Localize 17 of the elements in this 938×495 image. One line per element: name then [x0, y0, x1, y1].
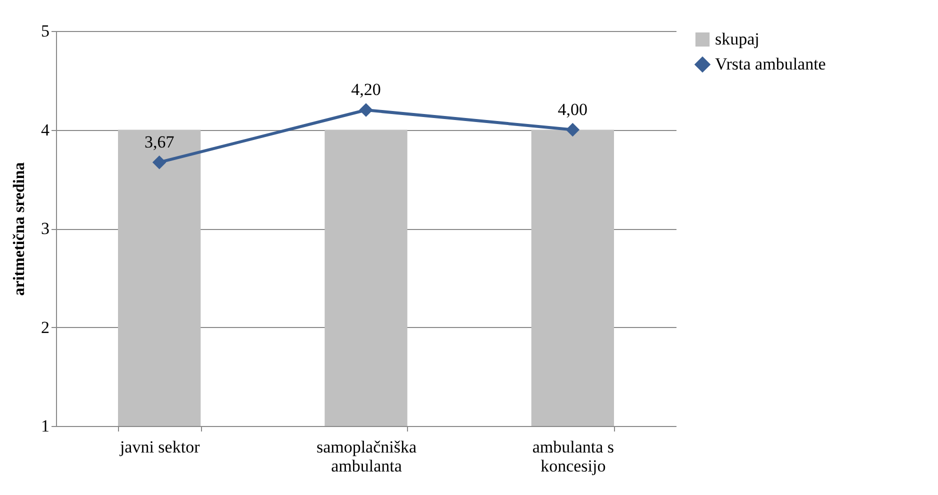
y-tick-label: 1 — [41, 416, 50, 436]
data-label: 4,00 — [558, 100, 588, 119]
point — [152, 156, 166, 169]
x-tick-label: ambulanta s koncesijo — [532, 438, 614, 476]
data-label: 4,20 — [351, 80, 381, 99]
y-tick-label: 5 — [41, 22, 50, 40]
y-tick-label: 4 — [41, 120, 50, 140]
point — [360, 104, 372, 116]
y-tick-label: 3 — [41, 219, 50, 238]
y-tick-label: 2 — [41, 318, 50, 337]
x-tick-label: javni sektor — [118, 438, 200, 456]
point — [566, 123, 580, 136]
legend-label: Vrsta ambulante — [715, 54, 826, 74]
legend-label: skupaj — [715, 30, 760, 48]
x-tick-label: samoplačniška ambulanta — [316, 438, 417, 476]
y-axis-title: aritmetična sredina — [11, 162, 28, 296]
data-label: 3,67 — [144, 132, 175, 152]
